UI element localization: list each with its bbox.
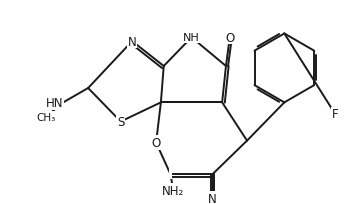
Text: CH₃: CH₃ [36,112,56,122]
Text: F: F [332,108,338,121]
Text: HN: HN [46,96,63,109]
Text: N: N [208,192,217,204]
Text: O: O [225,32,234,44]
Text: NH₂: NH₂ [162,184,184,197]
Text: S: S [117,115,125,128]
Text: NH: NH [183,33,200,43]
Text: N: N [128,35,136,48]
Text: O: O [152,136,161,149]
